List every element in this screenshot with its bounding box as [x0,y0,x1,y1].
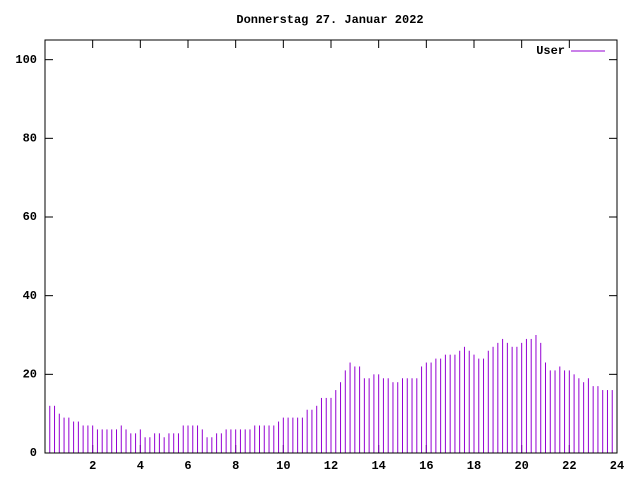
x-tick-label: 16 [419,459,433,473]
plot-border [44,39,618,454]
y-tick-label: 60 [23,210,37,224]
legend-label: User [536,44,565,58]
x-tick-label: 4 [137,459,144,473]
x-tick-label: 6 [184,459,191,473]
x-tick-label: 20 [514,459,528,473]
y-tick-label: 20 [23,368,37,382]
x-tick-label: 10 [276,459,290,473]
x-tick-label: 12 [324,459,338,473]
x-tick-label: 22 [562,459,576,473]
x-tick-label: 8 [232,459,239,473]
y-tick-label: 0 [30,446,37,460]
chart-title: Donnerstag 27. Januar 2022 [236,13,423,27]
y-tick-label: 40 [23,289,37,303]
y-tick-label: 80 [23,132,37,146]
x-tick-label: 2 [89,459,96,473]
x-tick-label: 18 [467,459,481,473]
x-tick-label: 24 [610,459,624,473]
x-tick-label: 14 [371,459,385,473]
y-tick-label: 100 [15,53,37,67]
